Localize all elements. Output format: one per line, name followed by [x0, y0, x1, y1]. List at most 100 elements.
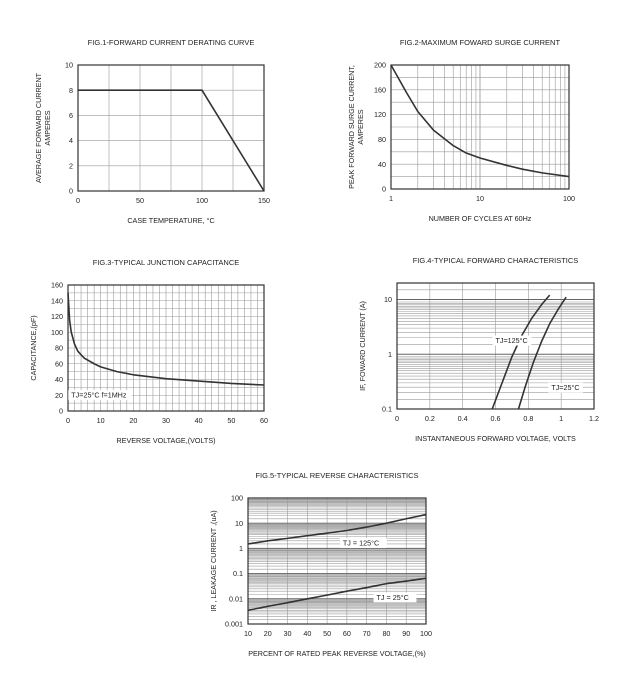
- x-tick-label: 60: [260, 416, 268, 425]
- x-tick-label: 80: [382, 629, 390, 638]
- y-tick-label: 160: [51, 281, 63, 290]
- x-tick-label: 20: [129, 416, 137, 425]
- x-tick-label: 100: [563, 194, 575, 203]
- fig4-panel: 0 0.2 0.4 0.6 0.8 1 1.2 0.1 1 10 FIG.4-TYPICAL FOR…: [358, 256, 599, 443]
- x-tick-label: 100: [196, 196, 208, 205]
- plot-frame: [247, 497, 427, 625]
- y-tick-label: 0: [59, 407, 63, 416]
- y-tick-label: 20: [55, 391, 63, 400]
- x-tick-label: 20: [264, 629, 272, 638]
- x-tick-label: 0.4: [458, 414, 468, 423]
- y-tick-label: 120: [51, 312, 63, 321]
- y-tick-label: 40: [55, 375, 63, 384]
- annotation-background: [339, 538, 387, 549]
- x-tick-label: 40: [195, 416, 203, 425]
- chart-title: FIG.1-FORWARD CURRENT DERATING CURVE: [88, 38, 255, 47]
- x-tick-label: 150: [258, 196, 270, 205]
- y-tick-label: 100: [231, 494, 243, 503]
- y-tick-label: 4: [69, 136, 73, 145]
- y-axis-label: CAPACITANCE,(pF): [29, 315, 38, 380]
- x-tick-label: 30: [162, 416, 170, 425]
- x-tick-label: 10: [244, 629, 252, 638]
- y-tick-label: 6: [69, 111, 73, 120]
- annotation-background: [548, 382, 584, 393]
- y-axis-label: AVERAGE FORWARD CURRENT: [34, 72, 43, 183]
- x-tick-label: 100: [420, 629, 432, 638]
- y-tick-label: 1: [388, 350, 392, 359]
- x-tick-label: 0: [76, 196, 80, 205]
- x-axis-label: NUMBER OF CYCLES AT 60Hz: [429, 214, 532, 223]
- x-axis-label: INSTANTANEOUS FORWARD VOLTAGE, VOLTS: [415, 434, 576, 443]
- y-tick-label: 0.1: [382, 405, 392, 414]
- y-axis-label: AMPERES: [43, 110, 52, 145]
- annotation-label: TJ=125°C: [496, 336, 528, 345]
- fig1-panel: 0 50 100 150 0 2 4 6 8 10 FIG.1-FORWARD CURRENT DE…: [34, 38, 270, 225]
- x-tick-label: 0: [66, 416, 70, 425]
- series-line-1: [247, 513, 427, 545]
- x-tick-label: 60: [343, 629, 351, 638]
- x-tick-label: 1.2: [589, 414, 599, 423]
- x-tick-label: 90: [402, 629, 410, 638]
- y-tick-label: 0: [69, 187, 73, 196]
- series-line-2: [247, 577, 427, 612]
- y-tick-label: 8: [69, 86, 73, 95]
- x-tick-label: 0.2: [425, 414, 435, 423]
- y-tick-label: 80: [55, 344, 63, 353]
- series-line-1: [78, 89, 265, 192]
- y-tick-label: 0: [382, 185, 386, 194]
- x-axis-label: PERCENT OF RATED PEAK REVERSE VOLTAGE,(%…: [248, 649, 426, 658]
- y-tick-label: 80: [378, 135, 386, 144]
- chart-title: FIG.2-MAXIMUM FOWARD SURGE CURRENT: [400, 38, 561, 47]
- annotation-background: [373, 592, 417, 603]
- x-axis-label: REVERSE VOLTAGE,(VOLTS): [116, 436, 215, 445]
- series-line-1: [491, 294, 551, 410]
- y-tick-label: 10: [65, 61, 73, 70]
- y-axis-label: IF, FOWARD CURRENT (A): [358, 301, 367, 391]
- y-axis-label: AMPERES: [356, 109, 365, 144]
- series-line-2: [517, 296, 567, 410]
- x-tick-label: 50: [227, 416, 235, 425]
- chart-title: FIG.4-TYPICAL FORWARD CHARACTERISTICS: [413, 256, 579, 265]
- x-tick-label: 50: [136, 196, 144, 205]
- y-tick-label: 10: [384, 295, 392, 304]
- plot-frame: [390, 64, 570, 190]
- y-tick-label: 200: [374, 61, 386, 70]
- chart-title: FIG.3-TYPICAL JUNCTION CAPACITANCE: [93, 258, 240, 267]
- annotation-label: TJ=25°C: [551, 383, 579, 392]
- x-tick-label: 10: [97, 416, 105, 425]
- y-tick-label: 0.001: [225, 620, 243, 629]
- y-tick-label: 100: [51, 328, 63, 337]
- annotation-label: TJ = 125°C: [343, 539, 379, 548]
- annotation-label: TJ=25°C f=1MHz: [71, 391, 127, 400]
- x-tick-label: 10: [476, 194, 484, 203]
- annotation-background: [492, 335, 532, 346]
- x-tick-label: 70: [363, 629, 371, 638]
- fig5-panel: 10 20 30 40 50 60 70 80 90 100 0.001 0.01 0.1 1 10 100 F…: [209, 471, 432, 658]
- chart-title: FIG.5-TYPICAL REVERSE CHARACTERISTICS: [255, 471, 418, 480]
- y-axis-label: PEAK FORWARD SURGE CURRENT,: [347, 65, 356, 189]
- x-tick-label: 50: [323, 629, 331, 638]
- fig2-panel: 1 10 100 0 40 80 120 160 200 FIG.2-MAXIMUM FOWARD…: [347, 38, 575, 223]
- y-tick-label: 2: [69, 161, 73, 170]
- fig3-panel: 0 10 20 30 40 50 60 0 20 40 60 80 100 120 140 160 FIG.3-…: [29, 258, 268, 445]
- plot-frame: [67, 284, 265, 412]
- plot-frame: [396, 282, 595, 410]
- x-tick-label: 40: [303, 629, 311, 638]
- plot-frame: [77, 64, 265, 192]
- y-tick-label: 0.1: [233, 569, 243, 578]
- y-axis-label: IR , LEAKAGE CURRENT ,(uA): [209, 510, 218, 611]
- x-tick-label: 0.6: [491, 414, 501, 423]
- annotation-background: [68, 390, 132, 401]
- y-tick-label: 40: [378, 160, 386, 169]
- y-tick-label: 10: [235, 519, 243, 528]
- x-tick-label: 0: [395, 414, 399, 423]
- x-tick-label: 30: [284, 629, 292, 638]
- series-line-1: [390, 64, 570, 178]
- y-tick-label: 120: [374, 110, 386, 119]
- x-tick-label: 1: [559, 414, 563, 423]
- y-tick-label: 1: [239, 544, 243, 553]
- series-line-1: [67, 292, 265, 386]
- x-tick-label: 1: [389, 194, 393, 203]
- y-tick-label: 60: [55, 359, 63, 368]
